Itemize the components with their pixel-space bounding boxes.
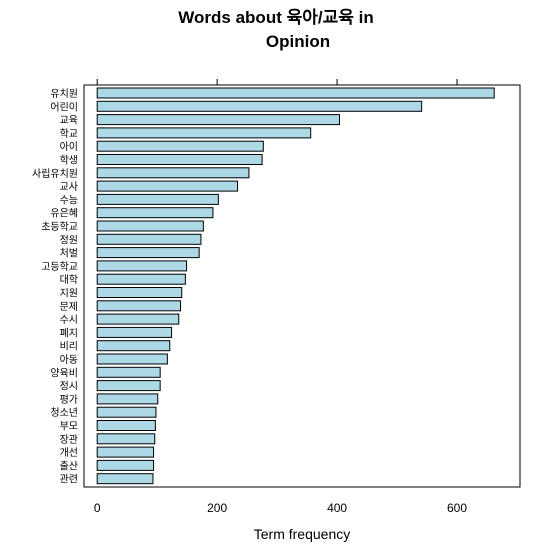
bar-10: [97, 208, 213, 218]
category-label-22: 양육비: [50, 367, 78, 379]
category-label-4: 학교: [60, 128, 78, 140]
bar-21: [97, 354, 167, 364]
category-label-24: 평가: [60, 394, 78, 406]
bar-19: [97, 327, 171, 337]
category-label-11: 초등학교: [41, 221, 78, 233]
category-label-17: 문제: [60, 301, 78, 313]
bar-15: [97, 274, 185, 284]
x-tick-label-2: 200: [207, 501, 227, 515]
chart-title-line1: Words about 육아/교육 in: [178, 8, 373, 27]
category-label-14: 고등학교: [41, 261, 78, 273]
category-label-2: 어린이: [50, 101, 78, 113]
bar-2: [97, 101, 421, 111]
bar-3: [97, 115, 339, 125]
category-label-10: 유은혜: [50, 208, 78, 220]
x-tick-label-3: 400: [327, 501, 347, 515]
bar-4: [97, 128, 311, 138]
category-label-28: 개선: [60, 447, 78, 459]
bar-6: [97, 155, 262, 165]
category-label-13: 처벌: [60, 248, 78, 260]
category-label-18: 수시: [60, 314, 78, 326]
bar-25: [97, 407, 156, 417]
category-label-5: 아이: [60, 141, 78, 153]
bar-17: [97, 301, 180, 311]
category-label-25: 청소년: [50, 407, 78, 419]
category-label-8: 교사: [60, 181, 78, 193]
category-label-19: 폐지: [60, 327, 78, 339]
x-tick-label-1: 0: [94, 501, 101, 515]
bar-26: [97, 421, 155, 431]
category-label-27: 장관: [60, 434, 78, 446]
bar-30: [97, 474, 153, 484]
bar-27: [97, 434, 155, 444]
category-label-15: 대학: [60, 274, 78, 286]
category-label-12: 정원: [60, 234, 78, 246]
category-label-9: 수능: [60, 194, 78, 206]
bar-13: [97, 248, 199, 258]
bar-18: [97, 314, 179, 324]
category-label-21: 아동: [60, 354, 78, 366]
bar-11: [97, 221, 203, 231]
category-label-1: 유치원: [50, 88, 78, 100]
category-label-3: 교육: [60, 115, 78, 127]
category-label-20: 비리: [60, 341, 78, 353]
bar-12: [97, 234, 201, 244]
category-label-7: 사립유치원: [32, 167, 78, 180]
chart-title-line2: Opinion: [266, 32, 330, 51]
x-tick-label-4: 600: [447, 501, 467, 515]
x-axis-title: Term frequency: [254, 526, 350, 542]
bar-24: [97, 394, 158, 404]
bar-14: [97, 261, 186, 271]
bar-1: [97, 88, 494, 98]
bar-20: [97, 341, 170, 351]
bar-7: [97, 168, 249, 178]
bar-8: [97, 181, 237, 191]
bar-23: [97, 381, 160, 391]
category-labels: 유치원어린이교육학교아이학생사립유치원교사수능유은혜초등학교정원처벌고등학교대학…: [32, 88, 78, 486]
category-label-16: 지원: [60, 288, 78, 300]
bars-group: [97, 88, 494, 484]
category-label-6: 학생: [60, 155, 78, 167]
category-label-29: 출산: [60, 460, 78, 472]
bar-28: [97, 447, 153, 457]
bar-9: [97, 194, 218, 204]
category-label-23: 정시: [60, 381, 78, 393]
bar-5: [97, 141, 263, 151]
category-label-26: 부모: [60, 422, 78, 433]
category-label-30: 관련: [60, 474, 78, 486]
bar-22: [97, 367, 160, 377]
bar-16: [97, 288, 182, 298]
bar-29: [97, 460, 153, 470]
